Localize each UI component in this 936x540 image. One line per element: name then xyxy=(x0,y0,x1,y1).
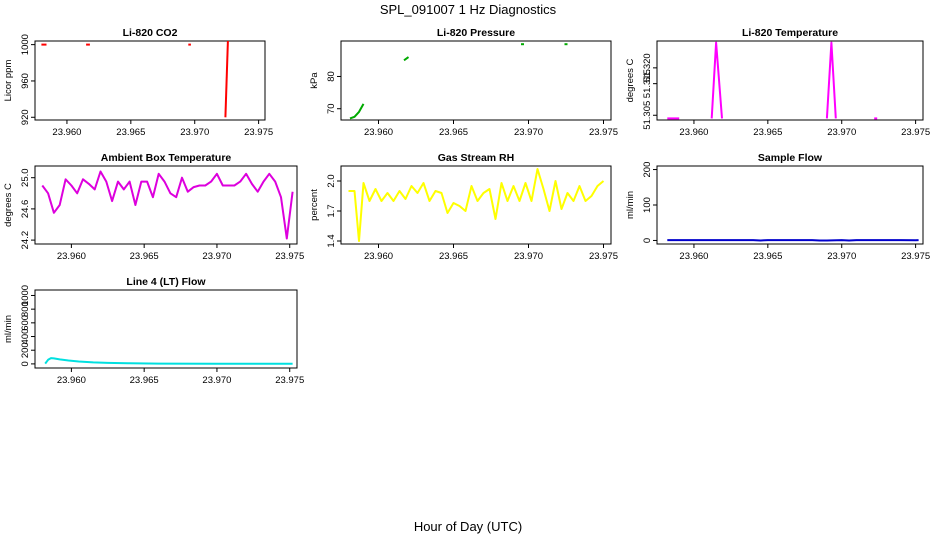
y-tick-label: 51.315 xyxy=(642,69,653,98)
series-line-2 xyxy=(710,41,723,119)
panel-5: Gas Stream RH 23.960 23.965 23.970 23.975 1.4… xyxy=(309,152,618,262)
x-tick-label: 23.975 xyxy=(901,251,930,262)
plot-frame xyxy=(34,165,298,245)
y-axis-label: degrees C xyxy=(625,58,636,102)
panel-title: Li-820 CO2 xyxy=(123,27,178,39)
x-tick-label: 23.960 xyxy=(679,251,708,262)
panel-title: Gas Stream RH xyxy=(438,152,514,164)
x-tick-label: 23.960 xyxy=(679,127,708,138)
x-tick-label: 23.970 xyxy=(180,127,209,138)
y-tick-label: 600 xyxy=(20,315,31,331)
x-tick-label: 23.975 xyxy=(244,127,273,138)
x-tick-label: 23.965 xyxy=(753,127,782,138)
panel-1: Li-820 CO2 23.960 23.965 23.970 23.975 920 960… xyxy=(3,27,273,138)
x-tick-label: 23.975 xyxy=(901,127,930,138)
series-line-4 xyxy=(224,41,229,118)
x-tick-label: 23.960 xyxy=(52,127,81,138)
y-tick-label: 2.0 xyxy=(326,174,337,187)
series-line-3 xyxy=(825,41,837,119)
y-tick-label: 25.0 xyxy=(20,168,31,187)
x-tick-label: 23.960 xyxy=(57,375,86,386)
plot-frame xyxy=(656,165,924,245)
x-tick-label: 23.965 xyxy=(130,251,159,262)
plot-frame xyxy=(656,40,924,121)
series-line-2 xyxy=(403,56,410,62)
x-tick-label: 23.975 xyxy=(589,251,618,262)
y-tick-label: 100 xyxy=(642,197,653,213)
series-line-1 xyxy=(348,168,605,242)
y-tick-label: 1000 xyxy=(20,285,31,306)
plot-frame xyxy=(34,289,298,369)
x-tick-label: 23.965 xyxy=(439,127,468,138)
y-tick-label: 24.6 xyxy=(20,200,31,219)
x-tick-label: 23.965 xyxy=(753,251,782,262)
y-tick-label: 0 xyxy=(642,238,653,243)
x-tick-label: 23.970 xyxy=(514,127,543,138)
y-axis-label: degrees C xyxy=(3,183,14,227)
plot-frame xyxy=(340,165,612,245)
panel-2: Li-820 Pressure 23.960 23.965 23.970 23.975 7… xyxy=(309,27,618,138)
figure-x-axis-label: Hour of Day (UTC) xyxy=(414,519,522,534)
x-tick-label: 23.975 xyxy=(275,375,304,386)
y-tick-label: 960 xyxy=(20,73,31,89)
y-tick-label: 400 xyxy=(20,329,31,345)
x-tick-label: 23.960 xyxy=(57,251,86,262)
panel-6: Sample Flow 23.960 23.965 23.970 23.975 0 100 2… xyxy=(625,152,930,262)
plot-frame xyxy=(34,40,266,121)
y-tick-label: 920 xyxy=(20,109,31,125)
x-tick-label: 23.960 xyxy=(364,251,393,262)
x-tick-label: 23.970 xyxy=(514,251,543,262)
y-tick-label: 200 xyxy=(642,162,653,178)
series-line-1 xyxy=(349,103,365,120)
y-axis-label: kPa xyxy=(309,72,320,89)
y-tick-label: 24.2 xyxy=(20,231,31,250)
panel-title: Li-820 Pressure xyxy=(437,27,515,39)
plot-frame xyxy=(340,40,612,121)
x-tick-label: 23.970 xyxy=(827,127,856,138)
x-tick-label: 23.960 xyxy=(364,127,393,138)
x-tick-label: 23.965 xyxy=(439,251,468,262)
figure-title: SPL_091007 1 Hz Diagnostics xyxy=(380,2,557,17)
panel-title: Ambient Box Temperature xyxy=(101,152,232,164)
series-line-1 xyxy=(44,357,293,365)
y-tick-label: 1.4 xyxy=(326,234,337,247)
series-line-1 xyxy=(41,170,294,240)
y-tick-label: 800 xyxy=(20,301,31,317)
y-tick-label: 51.305 xyxy=(642,101,653,130)
y-tick-label: 51.320 xyxy=(642,53,653,82)
x-tick-label: 23.970 xyxy=(202,251,231,262)
x-tick-label: 23.975 xyxy=(589,127,618,138)
panel-title: Sample Flow xyxy=(758,152,823,164)
y-axis-label: Licor ppm xyxy=(3,60,14,102)
y-axis-label: percent xyxy=(309,189,320,221)
x-tick-label: 23.965 xyxy=(130,375,159,386)
y-tick-label: 70 xyxy=(326,103,337,114)
panel-7: Line 4 (LT) Flow 23.960 23.965 23.970 23.975… xyxy=(3,276,304,386)
y-axis-label: ml/min xyxy=(3,315,14,343)
y-tick-label: 1000 xyxy=(20,34,31,55)
y-axis-label: ml/min xyxy=(625,191,636,219)
y-tick-label: 80 xyxy=(326,71,337,82)
x-tick-label: 23.970 xyxy=(202,375,231,386)
y-tick-label: 1.7 xyxy=(326,204,337,217)
panel-3: Li-820 Temperature 23.960 23.965 23.970 23.9… xyxy=(625,27,930,138)
x-tick-label: 23.975 xyxy=(275,251,304,262)
y-tick-label: 0 xyxy=(20,361,31,366)
panel-title: Line 4 (LT) Flow xyxy=(126,276,206,288)
y-tick-label: 200 xyxy=(20,342,31,358)
x-tick-label: 23.965 xyxy=(116,127,145,138)
x-tick-label: 23.970 xyxy=(827,251,856,262)
panel-4: Ambient Box Temperature 23.960 23.965 23.97… xyxy=(3,152,304,262)
panel-grid: Li-820 CO2 23.960 23.965 23.970 23.975 920 960… xyxy=(3,27,930,386)
panel-title: Li-820 Temperature xyxy=(742,27,838,39)
